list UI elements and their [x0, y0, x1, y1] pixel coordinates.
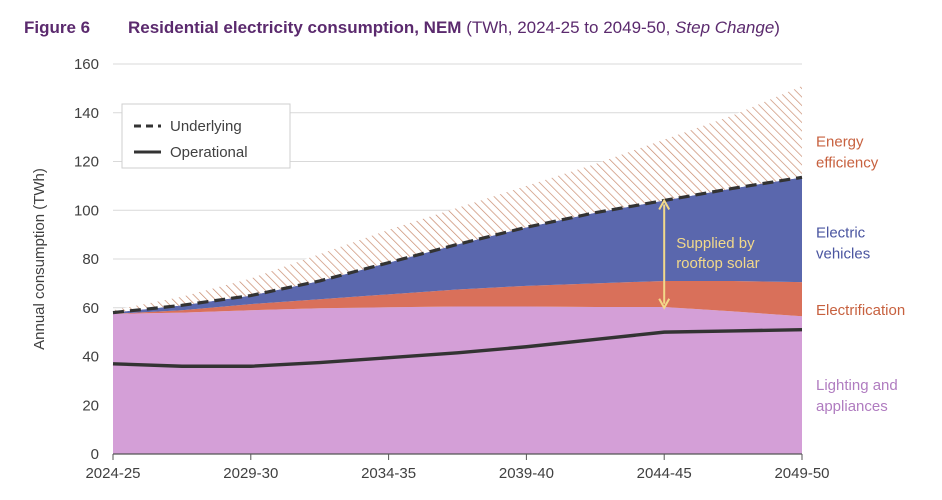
y-tick-label: 60 [82, 300, 99, 317]
chart-title: Residential electricity consumption, NEM… [128, 18, 780, 38]
x-tick-label: 2044-45 [637, 465, 692, 482]
annotation-arrow-head-down [658, 298, 671, 310]
x-tick-label: 2049-50 [774, 465, 829, 482]
legend-label: Underlying [170, 118, 242, 135]
x-tick-label: 2039-40 [499, 465, 554, 482]
underlying-line [112, 175, 803, 315]
x-tick-label: 2034-35 [361, 465, 416, 482]
annotation-text: Supplied by [676, 235, 755, 252]
annotation-arrow-head-up [658, 198, 671, 210]
x-tick-label: 2024-25 [85, 465, 140, 482]
area-label: vehicles [816, 246, 870, 263]
area-label: Lighting and [816, 377, 898, 394]
y-tick-label: 140 [74, 105, 99, 122]
area-label: efficiency [816, 154, 879, 171]
area-label: Electrification [816, 302, 905, 319]
legend: Underlying Operational [121, 103, 291, 169]
operational-line [112, 327, 803, 368]
y-tick-label: 20 [82, 397, 99, 414]
y-tick-label: 0 [91, 446, 99, 463]
area-label: appliances [816, 398, 888, 415]
x-tick-label: 2029-30 [223, 465, 278, 482]
area-labels: Energy efficiency Electric vehicles Electrif… [816, 133, 905, 415]
legend-label: Operational [170, 144, 248, 161]
area-label: Electric [816, 225, 866, 242]
y-tick-label: 40 [82, 349, 99, 366]
figure-label: Figure 6 [24, 18, 91, 37]
y-tick-label: 120 [74, 154, 99, 171]
series-lines [112, 175, 803, 368]
rooftop-solar-annotation: Supplied by rooftop solar [658, 198, 760, 310]
chart-subtitle: (TWh, 2024-25 to 2049-50, Step Change) [466, 18, 780, 37]
y-tick-label: 160 [74, 56, 99, 73]
legend-box [121, 103, 291, 169]
axes: 0 20 40 60 80 100 120 140 160 2024-25 2029-30 2034-… [31, 56, 830, 482]
annotation-text: rooftop solar [676, 255, 759, 272]
chart-title-main: Residential electricity consumption, NEM [128, 18, 462, 37]
y-tick-label: 80 [82, 251, 99, 268]
area-electrification [113, 280, 802, 317]
y-axis-label: Annual consumption (TWh) [31, 168, 48, 350]
y-tick-label: 100 [74, 202, 99, 219]
area-label: Energy [816, 133, 864, 150]
area-electric-vehicles [113, 177, 802, 314]
area-lighting-appliances [113, 306, 802, 454]
